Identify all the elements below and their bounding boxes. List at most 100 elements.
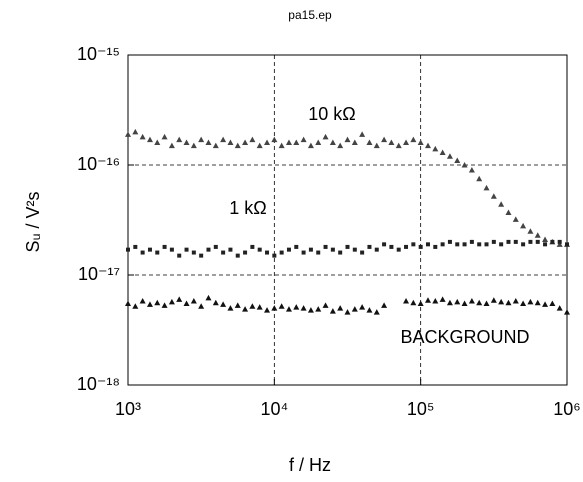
point (278, 303, 285, 309)
point (177, 253, 182, 258)
point (220, 136, 227, 143)
x-axis-label: f / Hz (289, 455, 331, 475)
point (183, 139, 190, 146)
point (278, 142, 285, 149)
point (227, 139, 234, 146)
point (527, 298, 534, 305)
x-tick-label: 10⁶ (553, 399, 580, 419)
point (388, 139, 395, 146)
point (279, 250, 284, 255)
point (505, 209, 512, 215)
point (403, 298, 410, 304)
point (411, 242, 416, 247)
point (125, 300, 131, 307)
y-axis-label: Sᵤ / V²s (23, 192, 43, 253)
point (256, 142, 263, 149)
point (462, 242, 467, 247)
x-tick-label: 10⁴ (260, 399, 288, 419)
point (418, 244, 423, 249)
point (125, 131, 131, 137)
point (212, 142, 219, 149)
point (360, 250, 365, 255)
chart-title: pa15.ep (288, 8, 332, 22)
point (483, 184, 490, 191)
point (184, 247, 189, 252)
point (337, 305, 344, 311)
point (330, 247, 335, 252)
point (154, 299, 161, 306)
point (557, 239, 562, 244)
point (468, 298, 475, 304)
point (285, 306, 292, 312)
point (329, 308, 336, 314)
point (417, 300, 424, 307)
point (389, 244, 394, 249)
point (206, 247, 211, 252)
point (498, 201, 505, 207)
point (235, 253, 240, 258)
point (381, 302, 388, 308)
point (213, 244, 218, 249)
point (249, 136, 256, 143)
point (176, 296, 183, 302)
x-tick-label: 10³ (115, 399, 141, 419)
point (534, 232, 541, 238)
point (396, 247, 401, 252)
point (367, 244, 372, 249)
point (243, 250, 248, 255)
point (337, 142, 344, 149)
point (198, 136, 205, 143)
point (484, 242, 489, 247)
point (359, 304, 366, 310)
point (300, 305, 307, 311)
point (483, 300, 490, 307)
point (455, 242, 460, 247)
point (168, 298, 175, 305)
point (264, 139, 271, 146)
point (491, 239, 496, 244)
point (556, 241, 563, 247)
point (476, 299, 483, 306)
point (520, 222, 527, 229)
point (424, 142, 431, 149)
point (168, 142, 175, 149)
point (242, 306, 249, 312)
point (272, 253, 277, 258)
point (338, 250, 343, 255)
point (490, 193, 497, 199)
point (322, 133, 329, 140)
point (315, 306, 322, 312)
point (374, 247, 379, 252)
point (234, 142, 241, 149)
point (271, 136, 278, 143)
y-tick-label: 10⁻¹⁵ (77, 44, 120, 64)
point (432, 298, 439, 304)
point (534, 299, 541, 306)
point (249, 303, 256, 309)
point (417, 139, 424, 146)
series-label: 10 kΩ (308, 104, 355, 124)
point (132, 303, 139, 309)
point (352, 247, 357, 252)
point (146, 136, 153, 143)
y-tick-label: 10⁻¹⁸ (77, 374, 120, 394)
point (373, 142, 380, 149)
point (199, 253, 204, 258)
point (315, 139, 322, 146)
point (161, 302, 168, 308)
point (228, 247, 233, 252)
point (528, 239, 533, 244)
point (190, 142, 197, 149)
point (161, 133, 168, 140)
point (454, 157, 461, 163)
y-tick-label: 10⁻¹⁷ (78, 264, 120, 284)
point (344, 136, 351, 143)
point (191, 250, 196, 255)
point (345, 244, 350, 249)
point (132, 128, 139, 135)
point (257, 247, 262, 252)
point (294, 244, 299, 249)
point (506, 239, 511, 244)
series-label: 1 kΩ (229, 198, 266, 218)
